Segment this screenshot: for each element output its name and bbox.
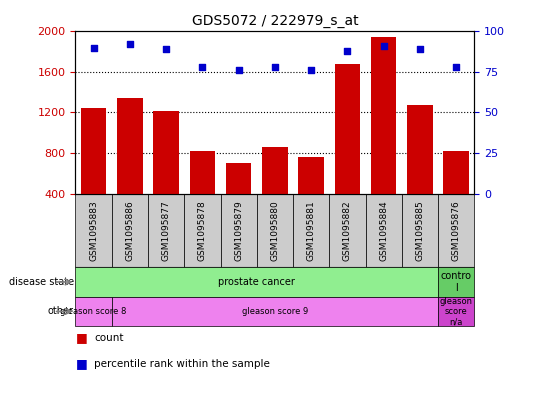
Text: prostate cancer: prostate cancer — [218, 277, 295, 287]
Text: disease state: disease state — [9, 277, 74, 287]
Text: GSM1095883: GSM1095883 — [89, 200, 98, 261]
Point — [89, 44, 98, 51]
Text: GSM1095881: GSM1095881 — [307, 200, 316, 261]
Text: GSM1095880: GSM1095880 — [271, 200, 279, 261]
Text: GSM1095876: GSM1095876 — [452, 200, 461, 261]
Bar — [81, 108, 106, 193]
Text: ■: ■ — [75, 357, 87, 370]
Bar — [402, 193, 438, 267]
Point — [162, 46, 170, 52]
Text: contro
l: contro l — [441, 271, 472, 293]
Bar — [257, 193, 293, 267]
Point — [198, 64, 206, 70]
Bar — [112, 297, 438, 326]
Text: gleason score 8: gleason score 8 — [60, 307, 127, 316]
Point — [416, 46, 424, 52]
Point — [379, 43, 388, 49]
Title: GDS5072 / 222979_s_at: GDS5072 / 222979_s_at — [191, 14, 358, 28]
Bar — [438, 297, 474, 326]
Point — [343, 48, 352, 54]
Bar — [444, 151, 469, 193]
Bar — [335, 64, 360, 193]
Bar — [148, 193, 184, 267]
Bar — [190, 151, 215, 193]
Bar — [184, 193, 220, 267]
Bar — [75, 193, 112, 267]
Point — [307, 67, 315, 73]
Point — [234, 67, 243, 73]
Text: count: count — [94, 333, 124, 343]
Bar — [438, 193, 474, 267]
Text: GSM1095877: GSM1095877 — [162, 200, 171, 261]
Text: percentile rank within the sample: percentile rank within the sample — [94, 358, 270, 369]
Text: GSM1095882: GSM1095882 — [343, 200, 352, 261]
Text: ■: ■ — [75, 331, 87, 345]
Text: gleason score 9: gleason score 9 — [242, 307, 308, 316]
Bar — [112, 193, 148, 267]
Bar — [371, 37, 396, 193]
Bar — [117, 98, 142, 193]
Text: other: other — [47, 307, 74, 316]
Text: gleason
score
n/a: gleason score n/a — [440, 297, 473, 326]
Bar — [329, 193, 365, 267]
Bar — [226, 163, 251, 193]
Bar — [293, 193, 329, 267]
Point — [271, 64, 279, 70]
Text: GSM1095885: GSM1095885 — [416, 200, 424, 261]
Bar — [262, 147, 288, 193]
Bar — [407, 105, 433, 193]
Bar — [154, 112, 179, 193]
Bar — [365, 193, 402, 267]
Text: GSM1095879: GSM1095879 — [234, 200, 243, 261]
Text: GSM1095886: GSM1095886 — [126, 200, 134, 261]
Text: GSM1095878: GSM1095878 — [198, 200, 207, 261]
Bar — [75, 297, 112, 326]
Bar — [220, 193, 257, 267]
Bar — [438, 267, 474, 297]
Point — [452, 64, 460, 70]
Text: GSM1095884: GSM1095884 — [379, 200, 388, 261]
Point — [126, 41, 134, 48]
Bar — [299, 157, 324, 193]
